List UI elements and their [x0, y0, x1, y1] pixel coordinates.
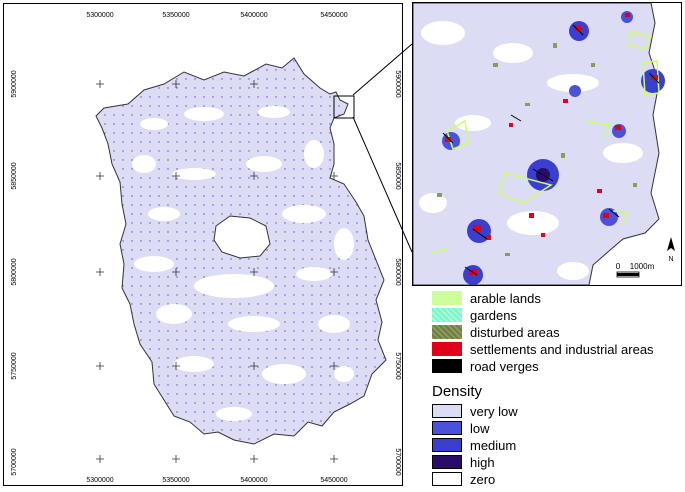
scale-bar: 0 1000m: [616, 262, 655, 278]
legend-label: medium: [470, 437, 517, 453]
legend-item: zero: [432, 471, 495, 487]
legend-swatch: [432, 438, 462, 452]
legend-item: very low: [432, 403, 518, 419]
legend-label: settlements and industrial areas: [470, 341, 654, 357]
zero-density-patches: [132, 106, 354, 421]
legend-item: settlements and industrial areas: [432, 341, 654, 357]
legend-item: arable lands: [432, 290, 541, 306]
grid-crosses: [96, 80, 338, 463]
main-map-panel: 5300000 5350000 5400000 5450000 5300000 …: [3, 3, 403, 486]
y-tick-label: 5800000: [11, 258, 18, 285]
legend-item: medium: [432, 437, 516, 453]
x-tick-label: 5450000: [320, 12, 347, 19]
legend-item: disturbed areas: [432, 324, 560, 340]
inset-density-area: [412, 2, 660, 286]
legend-item: high: [432, 454, 495, 470]
inset-map-svg: N 0 1000m: [412, 2, 675, 286]
legend-label: disturbed areas: [470, 324, 560, 340]
inset-road-verges: [442, 24, 660, 276]
x-tick-label: 5350000: [162, 477, 189, 484]
legend-swatch: [432, 404, 462, 418]
x-tick-label: 5400000: [240, 477, 267, 484]
y-tick-label: 5700000: [394, 448, 401, 475]
main-map-svg: 5300000 5350000 5400000 5450000 5300000 …: [11, 12, 401, 484]
legend-swatch: [432, 359, 462, 373]
scale-distance-label: 1000m: [630, 262, 655, 271]
legend-swatch: [432, 421, 462, 435]
legend-swatch: [432, 308, 462, 322]
legend-label: zero: [470, 471, 496, 487]
legend-label: gardens: [470, 307, 517, 323]
x-tick-label: 5400000: [240, 12, 267, 19]
y-tick-label: 5700000: [11, 448, 18, 475]
zoom-extent-box: [333, 95, 355, 119]
legend-density-title: Density: [432, 383, 483, 400]
legend-swatch: [432, 325, 462, 339]
y-tick-label: 5750000: [394, 352, 401, 379]
inset-arable-lands: [430, 30, 660, 254]
north-label: N: [668, 256, 673, 263]
city-hole: [213, 215, 271, 259]
legend-label: high: [470, 454, 495, 470]
inset-disturbed-areas: [437, 43, 637, 256]
x-tick-label: 5300000: [86, 477, 113, 484]
north-arrow-icon: N: [667, 237, 675, 263]
legend-item: gardens: [432, 307, 517, 323]
y-tick-label: 5900000: [11, 70, 18, 97]
y-tick-label: 5750000: [11, 352, 18, 379]
x-tick-label: 5450000: [320, 477, 347, 484]
x-tick-label: 5300000: [86, 12, 113, 19]
y-tick-label: 5850000: [394, 162, 401, 189]
inset-zero-patches: [419, 21, 643, 280]
legend-swatch: [432, 472, 462, 486]
y-tick-label: 5800000: [394, 258, 401, 285]
y-tick-label: 5900000: [394, 70, 401, 97]
state-region: [95, 57, 387, 445]
legend-item: low: [432, 420, 490, 436]
y-tick-label: 5850000: [11, 162, 18, 189]
inset-map-panel: N 0 1000m: [412, 2, 682, 286]
legend-item: road verges: [432, 358, 539, 374]
legend-swatch: [432, 342, 462, 356]
legend-swatch: [432, 291, 462, 305]
legend-density: Density very low low medium high zero: [432, 383, 685, 487]
legend-label: road verges: [470, 358, 539, 374]
legend-swatch: [432, 455, 462, 469]
legend-label: very low: [470, 403, 518, 419]
legend-landuse: arable lands gardens disturbed areas set…: [432, 290, 685, 380]
legend-label: low: [470, 420, 490, 436]
legend-label: arable lands: [470, 290, 541, 306]
x-tick-label: 5350000: [162, 12, 189, 19]
scale-zero-label: 0: [616, 262, 621, 271]
